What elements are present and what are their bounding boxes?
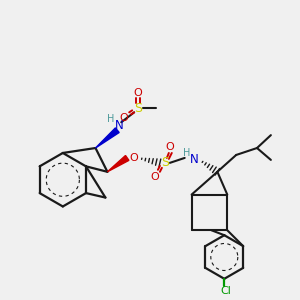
Text: H: H <box>183 148 190 158</box>
Text: O: O <box>134 88 142 98</box>
Text: N: N <box>190 153 199 167</box>
Polygon shape <box>107 155 129 172</box>
Text: N: N <box>115 119 124 132</box>
Text: O: O <box>120 113 129 123</box>
Text: O: O <box>130 153 139 163</box>
Text: Cl: Cl <box>221 286 232 296</box>
Text: H: H <box>107 114 114 124</box>
Text: O: O <box>151 172 159 182</box>
Polygon shape <box>95 128 119 148</box>
Text: S: S <box>134 102 142 115</box>
Text: O: O <box>165 142 174 152</box>
Text: S: S <box>161 156 169 170</box>
